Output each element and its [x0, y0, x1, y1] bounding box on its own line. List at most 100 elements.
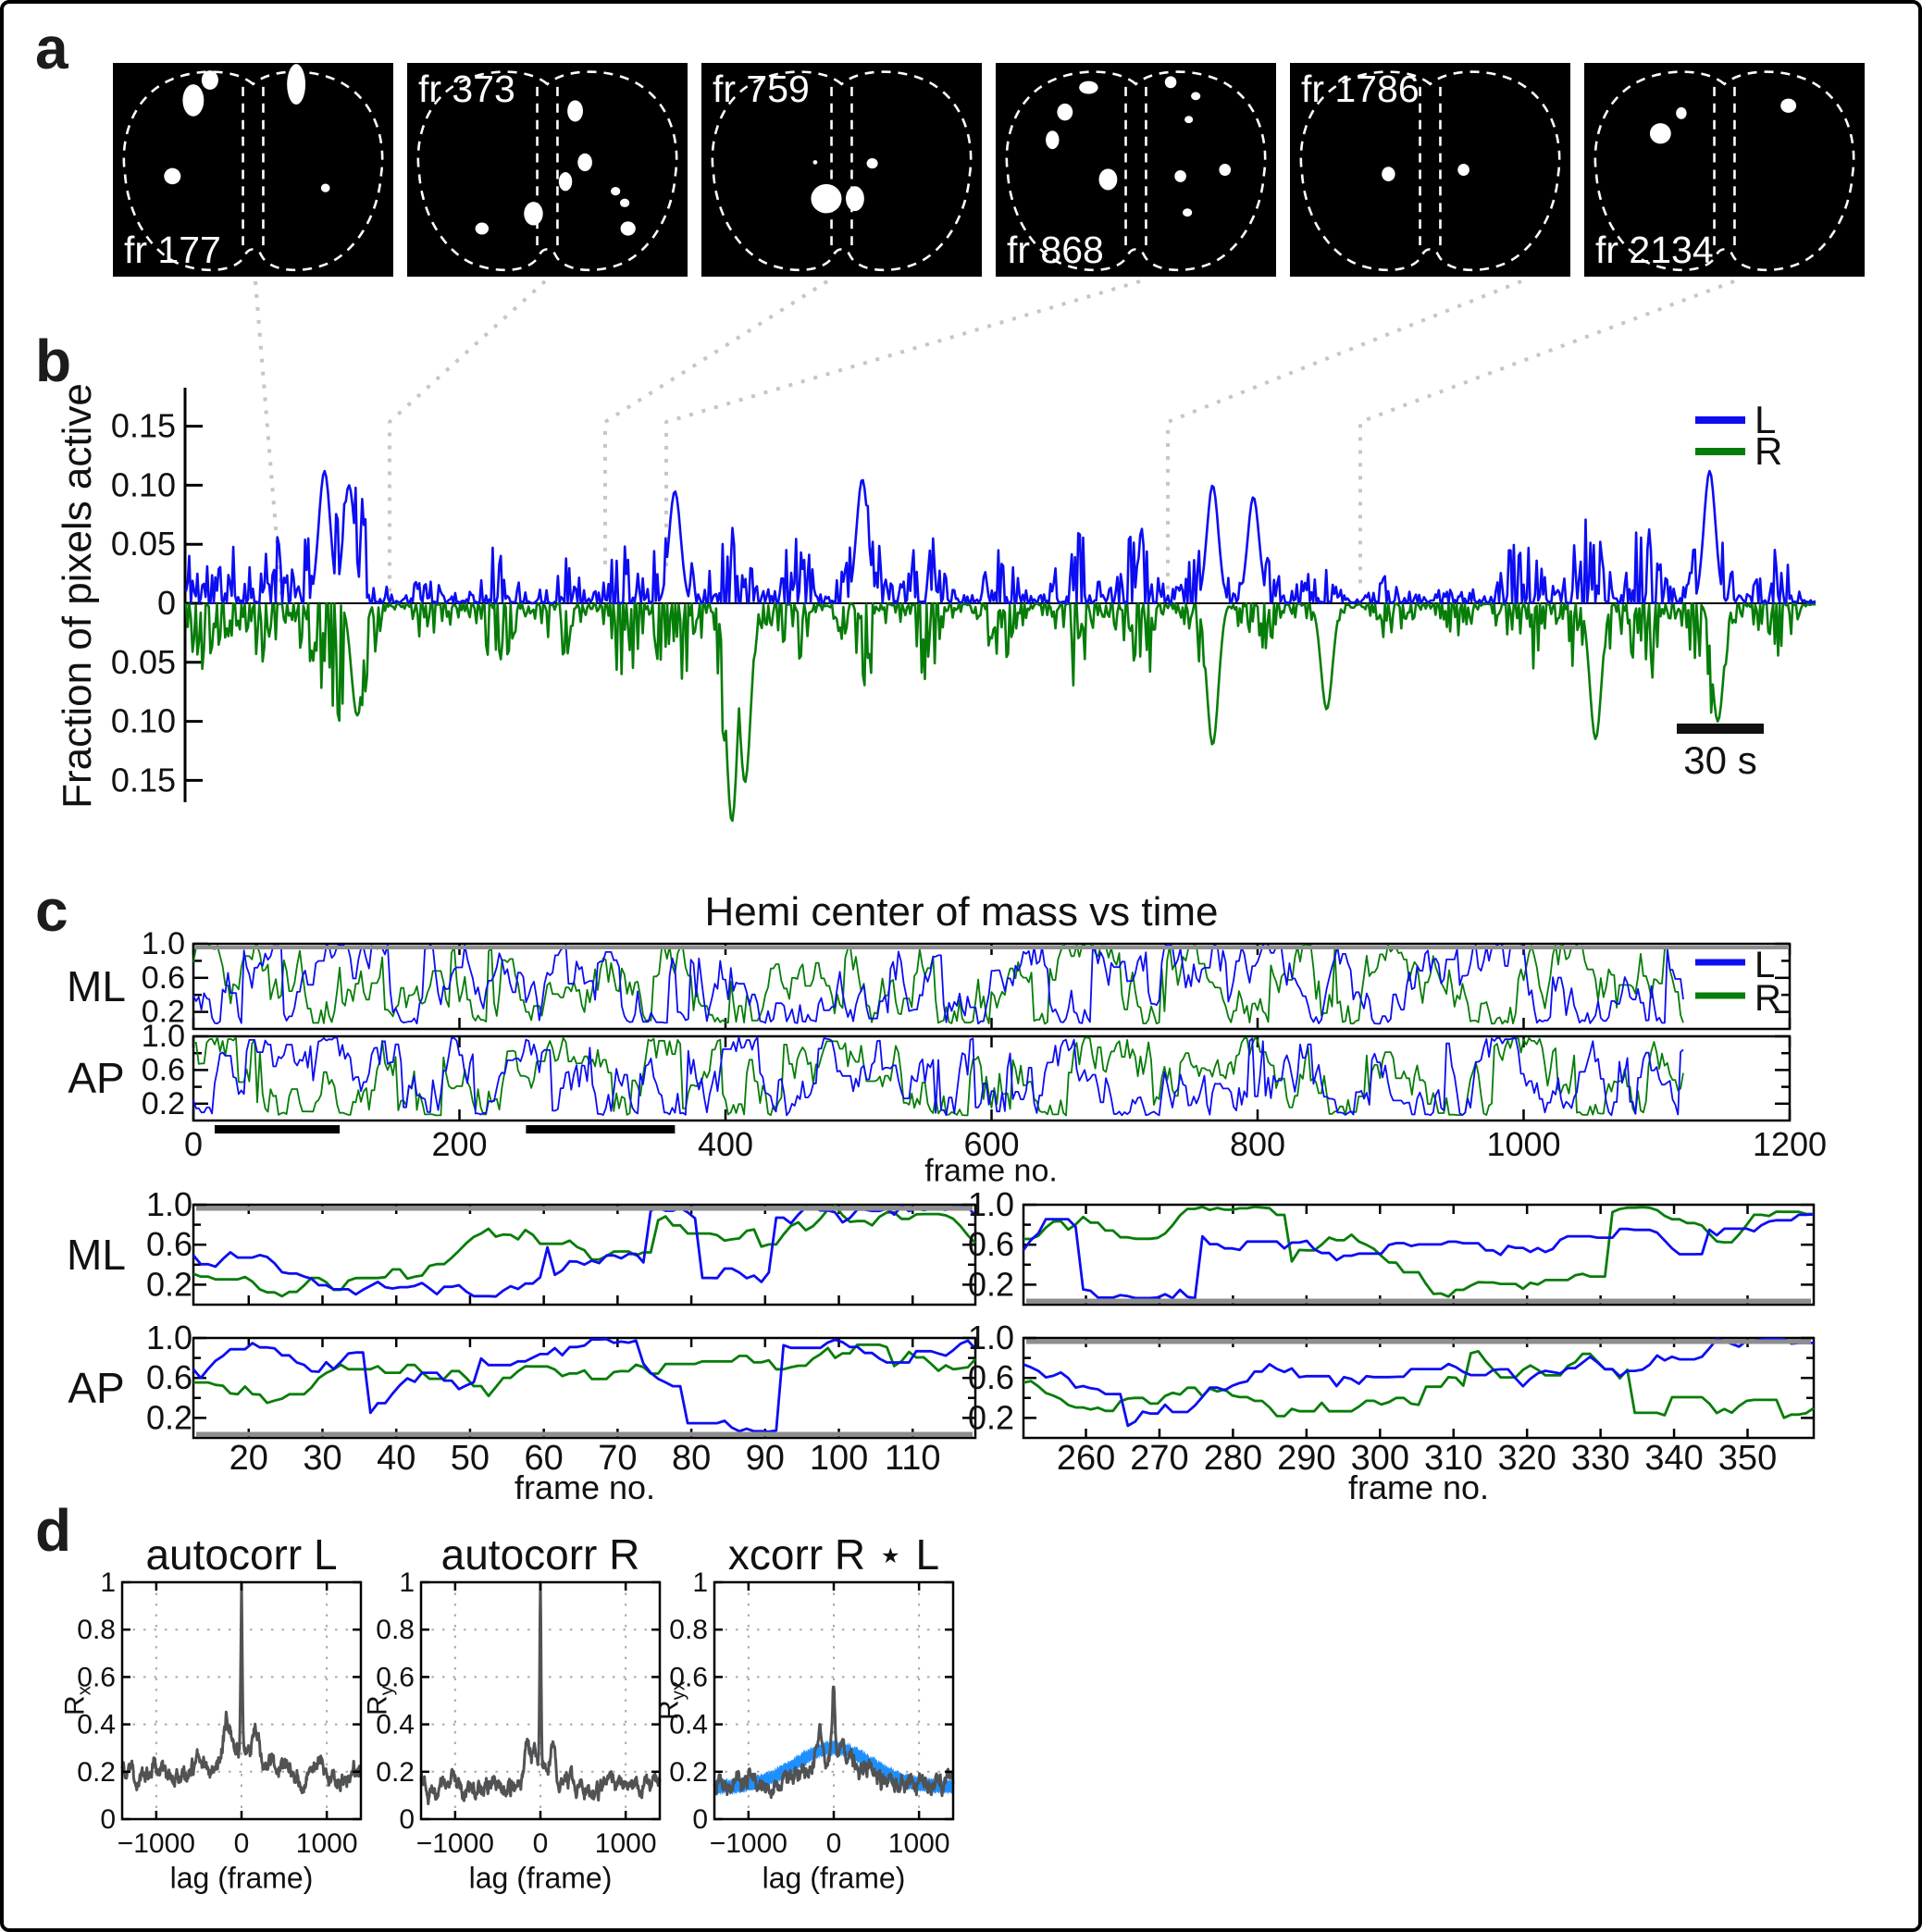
d-ytick-label: 0.4	[376, 1710, 415, 1740]
active-pixel-blob	[164, 167, 181, 185]
frame-label: fr 2134	[1595, 229, 1714, 271]
active-pixel-blob	[1174, 169, 1186, 182]
d-xcorr-trace	[713, 1685, 955, 1800]
c-legend-label-L: L	[1755, 945, 1776, 985]
d-xtick-label: 0	[826, 1828, 842, 1859]
panel-letter-c: c	[35, 877, 68, 944]
brain-frame-2: fr 373	[407, 63, 688, 277]
b-ytick-label: 0	[157, 584, 176, 622]
d-ytick-label: 0	[692, 1804, 708, 1835]
c-zoom-left-xlabel: frame no.	[514, 1468, 656, 1506]
frame-time-connector	[388, 279, 547, 592]
d-ytick-label: 0.2	[669, 1757, 708, 1788]
active-pixel-blob	[1183, 208, 1193, 217]
brain-frame-svg	[416, 70, 678, 272]
c-full-trace-L-ML	[192, 944, 1684, 1025]
d-ylabel-Ry-sub: y	[377, 1686, 398, 1696]
brain-frame-4: fr 868	[996, 63, 1276, 277]
c-zoom-box	[192, 1336, 977, 1440]
brain-frame-5: fr 1786	[1290, 63, 1570, 277]
c-full-row-label-AP: AP	[68, 1054, 125, 1102]
c-zoom-region-bar	[215, 1125, 341, 1133]
c-zoom-trace-L	[1023, 1337, 1814, 1428]
d-ytick-label: 1	[399, 1567, 415, 1598]
c-zoom-ytick-label: 1.0	[146, 1319, 192, 1356]
active-pixel-blob	[1079, 80, 1098, 94]
active-pixel-blob	[1098, 168, 1118, 191]
c-zoom-row-label-AP: AP	[68, 1364, 125, 1412]
c-zoom-xtick-label: 50	[451, 1439, 490, 1478]
brain-frame-svg	[711, 70, 973, 272]
active-pixel-blob	[1780, 98, 1797, 113]
c-zoom-xtick-label: 80	[672, 1439, 711, 1478]
c-zoom-xtick-label: 320	[1497, 1439, 1556, 1478]
hemisphere-outline	[1299, 70, 1561, 272]
d-xtick-label: 1000	[296, 1828, 358, 1859]
c-zoom-ytick-label: 0.6	[146, 1358, 192, 1396]
d-title-autocorr-L: autocorr L	[145, 1530, 338, 1579]
c-zoom-box	[1022, 1336, 1816, 1440]
b-ytick-label: 0.10	[111, 702, 176, 740]
b-ytick-label: 0.05	[111, 525, 176, 563]
active-pixel-blob	[866, 158, 878, 169]
d-ytick-label: 0	[100, 1804, 116, 1835]
hemisphere-outline	[1005, 70, 1267, 272]
c-zoom-xtick-label: 70	[598, 1439, 637, 1478]
d-xtick-label: 1000	[595, 1828, 657, 1859]
b-ylabel: Fraction of pixels active	[55, 383, 100, 809]
brain-frame-svg	[1299, 70, 1561, 272]
c-zoom-ytick-label: 0.2	[968, 1398, 1014, 1436]
d-ytick-label: 0.2	[376, 1757, 415, 1788]
c-zoom-xtick-label: 340	[1644, 1439, 1703, 1478]
d-ytick-label: 1	[100, 1567, 116, 1598]
c-zoom-right-xlabel: frame no.	[1347, 1468, 1490, 1506]
frame-label: fr 868	[1007, 229, 1104, 271]
d-ylabel-Ry-base: R	[362, 1695, 393, 1715]
frame-label: fr 759	[713, 68, 810, 110]
active-pixel-blob	[1649, 123, 1671, 144]
active-pixel-blob	[1382, 167, 1395, 181]
active-pixel-blob	[1219, 164, 1232, 176]
d-xtick-label: −1000	[710, 1828, 787, 1859]
active-pixel-blob	[1046, 130, 1060, 150]
c-zoom-xtick-label: 310	[1424, 1439, 1482, 1478]
c-zoom-trace-R	[1023, 1350, 1815, 1419]
active-pixel-blob	[558, 172, 573, 192]
hemisphere-outline	[416, 70, 678, 272]
c-zoom-xtick-label: 350	[1718, 1439, 1777, 1478]
d-xlabel-1: lag (frame)	[169, 1861, 314, 1895]
d-ylabel-Rx-sub: x	[74, 1686, 95, 1696]
active-pixel-blob	[812, 160, 818, 165]
active-pixel-blob	[811, 183, 842, 214]
c-ytick-label: 0.2	[142, 995, 185, 1030]
d-ylabel-Ryx-sub: yx	[668, 1680, 689, 1701]
active-pixel-blob	[1457, 164, 1469, 176]
active-pixel-blob	[475, 222, 490, 235]
c-full-xlabel: frame no.	[924, 1153, 1058, 1189]
c-zoom-xtick-label: 290	[1277, 1439, 1335, 1478]
active-pixel-blob	[1191, 92, 1201, 101]
c-zoom-xtick-label: 110	[885, 1439, 941, 1478]
c-full-xtick-label: 800	[1230, 1125, 1285, 1163]
c-full-xtick-label: 0	[184, 1125, 203, 1163]
active-pixel-blob	[182, 84, 205, 117]
plots-canvas: 0.150.100.0500.050.100.151.00.60.21.00.6…	[77, 279, 1827, 1859]
b-legend-label-L: L	[1755, 398, 1777, 441]
brain-frame-svg	[122, 64, 384, 272]
c-zoom-xtick-label: 30	[303, 1439, 341, 1478]
c-zoom-trace-R	[192, 1204, 977, 1298]
active-pixel-blob	[620, 221, 636, 236]
active-pixel-blob	[287, 64, 306, 105]
d-ytick-label: 0.2	[77, 1757, 116, 1788]
c-zoom-trace-L	[192, 1205, 977, 1298]
active-pixel-blob	[577, 153, 592, 172]
c-zoom-region-bar	[526, 1125, 676, 1133]
d-autocorr-R-trace	[419, 1580, 662, 1805]
c-zoom-xtick-label: 280	[1204, 1439, 1262, 1478]
frame-time-connector	[254, 280, 283, 597]
c-full-trace-L-AP	[192, 1036, 1684, 1117]
frame-label: fr 1786	[1301, 68, 1420, 110]
brain-frame-svg	[1005, 70, 1267, 272]
c-zoom-box	[1022, 1203, 1816, 1307]
d-xtick-label: 0	[533, 1828, 549, 1859]
